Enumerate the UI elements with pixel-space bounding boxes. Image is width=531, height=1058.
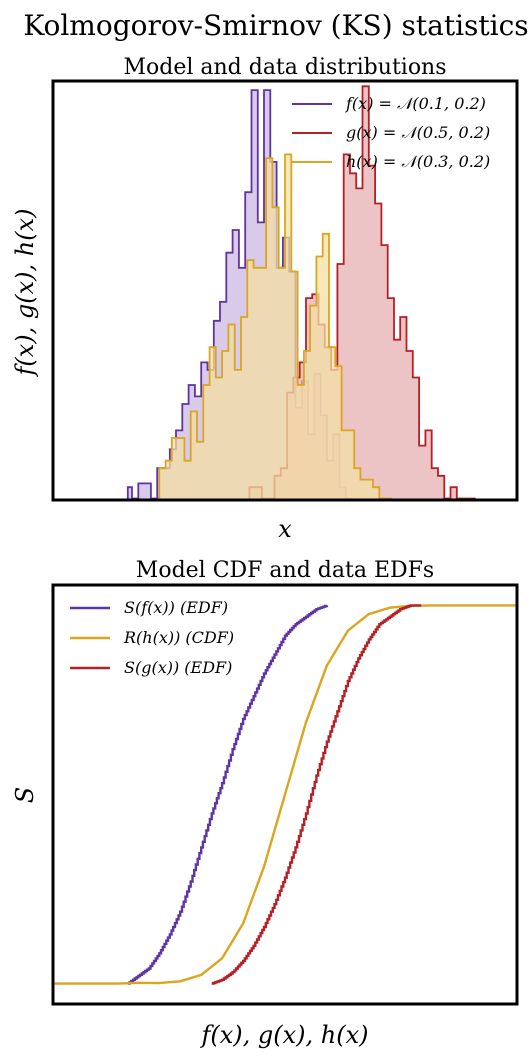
figure-suptitle: Kolmogorov-Smirnov (KS) statistics	[23, 9, 528, 42]
legend2-label-h: R(h(x)) (CDF)	[123, 628, 234, 647]
chart1-plot-area	[126, 85, 476, 500]
chart2-frame	[51, 583, 519, 1006]
chart1-frame	[51, 79, 519, 502]
chart1-title: Model and data distributions	[123, 55, 446, 80]
legend2-label-f: S(f(x)) (EDF)	[124, 598, 228, 617]
chart1-xlabel: x	[278, 515, 292, 543]
hist-fill-f	[127, 90, 353, 499]
chart1-ylabel: f(x), g(x), h(x)	[11, 208, 39, 377]
chart2-plot-area	[54, 604, 516, 985]
legend2-label-g: S(g(x)) (EDF)	[124, 658, 232, 677]
chart2-legend: S(f(x)) (EDF) R(h(x)) (CDF) S(g(x)) (EDF)	[70, 598, 234, 677]
hist-fill-h	[159, 154, 392, 499]
chart2-ylabel: S	[11, 787, 39, 803]
legend-label-g: g(x) = 𝒩(0.5, 0.2)	[346, 123, 490, 142]
legend-label-f: f(x) = 𝒩(0.1, 0.2)	[345, 94, 486, 113]
chart2-title: Model CDF and data EDFs	[136, 558, 434, 583]
cdf-series-g	[211, 604, 422, 985]
chart2-xlabel: f(x), g(x), h(x)	[199, 1021, 368, 1049]
hist-series-h	[158, 153, 392, 500]
legend-label-h: h(x) = 𝒩(0.3, 0.2)	[346, 152, 490, 171]
chart1-legend: f(x) = 𝒩(0.1, 0.2) g(x) = 𝒩(0.5, 0.2) h(x)…	[292, 94, 490, 171]
cdf-series-f	[127, 604, 329, 985]
